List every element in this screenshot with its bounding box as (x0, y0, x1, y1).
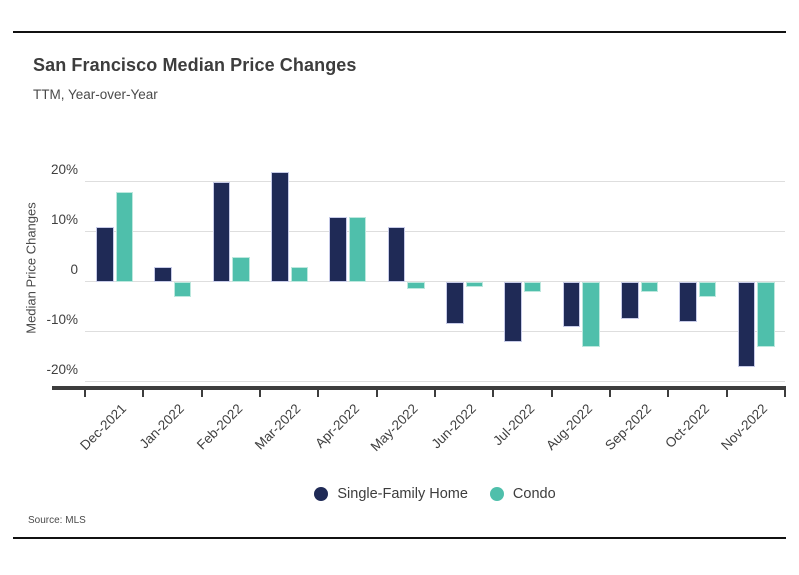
bar-single-family-home-may-2022 (387, 226, 406, 282)
gridline-10 (85, 230, 785, 233)
legend-label-single-family-home: Single-Family Home (337, 486, 468, 502)
bar-condo-jul-2022 (523, 281, 542, 292)
bar-condo-nov-2022 (757, 281, 775, 347)
x-tick-label-jul-2022: Jul-2022 (489, 401, 538, 449)
x-axis-tick (725, 390, 728, 397)
y-tick-label-0: 0 (70, 261, 78, 277)
gridline-0 (85, 280, 785, 283)
x-axis-tick (609, 390, 611, 397)
x-tick-label-oct-2022: Oct-2022 (662, 401, 713, 451)
gridline-20 (85, 380, 785, 383)
x-tick-label-aug-2022: Aug-2022 (543, 401, 596, 454)
x-axis-tick (667, 390, 670, 397)
bar-single-family-home-feb-2022 (212, 181, 231, 282)
bar-single-family-home-oct-2022 (679, 281, 697, 322)
y-tick-label-10: 10% (50, 211, 78, 227)
x-tick-label-jan-2022: Jan-2022 (136, 401, 188, 452)
bar-condo-mar-2022 (290, 266, 308, 282)
gridline-20 (85, 180, 785, 183)
bar-single-family-home-dec-2021 (96, 226, 114, 282)
legend-swatch-single-family-home (314, 487, 329, 501)
x-tick-label-sep-2022: Sep-2022 (601, 401, 654, 454)
x-tick-label-dec-2021: Dec-2021 (76, 401, 129, 454)
chart-title: San Francisco Median Price Changes (33, 55, 357, 75)
bar-condo-dec-2021 (115, 191, 133, 282)
bar-condo-aug-2022 (582, 281, 600, 347)
top-border-line (13, 31, 786, 33)
legend-swatch-condo (489, 487, 504, 501)
x-axis-tick (317, 390, 320, 397)
x-tick-label-jun-2022: Jun-2022 (428, 401, 479, 452)
bar-single-family-home-apr-2022 (329, 216, 347, 282)
legend-item-single-family-home: Single-Family Home (314, 486, 468, 502)
x-tick-label-mar-2022: Mar-2022 (252, 401, 304, 453)
x-axis-tick (142, 390, 145, 397)
bar-single-family-home-aug-2022 (562, 281, 581, 327)
bar-condo-may-2022 (407, 281, 425, 289)
x-axis-tick (200, 390, 203, 397)
legend-item-condo: Condo (489, 486, 556, 502)
bar-single-family-home-jan-2022 (154, 266, 172, 282)
y-tick-label-10: -10% (46, 311, 78, 327)
x-axis-tick (259, 390, 261, 397)
bar-single-family-home-sep-2022 (621, 281, 639, 319)
bottom-border-line (13, 537, 786, 539)
x-axis-tick (84, 390, 86, 397)
bar-condo-apr-2022 (348, 216, 367, 282)
x-tick-label-nov-2022: Nov-2022 (718, 401, 771, 454)
gridline-10 (85, 330, 785, 333)
x-axis-tick (375, 390, 378, 397)
y-tick-label-20: -20% (46, 361, 78, 377)
bar-condo-oct-2022 (698, 281, 717, 297)
x-tick-label-apr-2022: Apr-2022 (312, 401, 363, 451)
x-axis-tick (784, 390, 786, 397)
x-axis-tick (434, 390, 436, 397)
x-tick-label-may-2022: May-2022 (367, 401, 421, 455)
bar-single-family-home-jul-2022 (504, 281, 522, 342)
bar-condo-jun-2022 (465, 281, 483, 287)
x-axis-line (52, 386, 786, 390)
x-axis-tick (550, 390, 553, 397)
bar-single-family-home-nov-2022 (737, 281, 756, 367)
bar-single-family-home-mar-2022 (271, 171, 289, 282)
legend-label-condo: Condo (512, 486, 556, 502)
bar-single-family-home-jun-2022 (446, 281, 464, 324)
bar-condo-sep-2022 (640, 281, 658, 292)
bar-condo-jan-2022 (173, 281, 192, 297)
chart-legend: Single-Family Home Condo (85, 484, 785, 504)
x-axis-tick (492, 390, 495, 397)
source-note: Source: MLS (28, 515, 86, 526)
bar-condo-feb-2022 (232, 256, 250, 282)
chart-subtitle: TTM, Year-over-Year (33, 87, 158, 102)
y-tick-label-20: 20% (50, 161, 78, 177)
x-tick-label-feb-2022: Feb-2022 (193, 401, 246, 453)
